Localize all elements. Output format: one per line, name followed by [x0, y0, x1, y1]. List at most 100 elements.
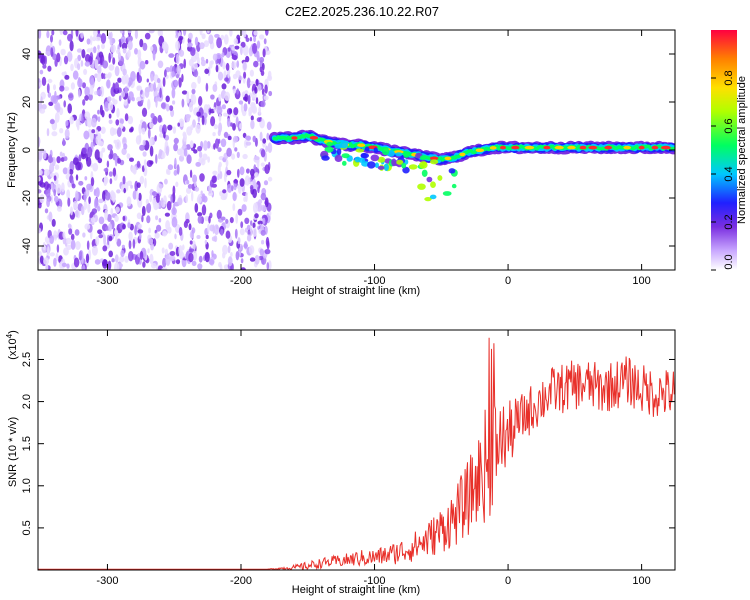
signal-hotspot [511, 145, 520, 150]
noise-blob [127, 115, 134, 125]
signal-scatter-blob [355, 148, 365, 153]
signal-scatter-blob [430, 159, 439, 165]
noise-blob [112, 193, 116, 203]
signal-scatter-blob [391, 158, 397, 167]
noise-blob [156, 97, 163, 102]
spectrogram-y-label: Frequency (Hz) [6, 112, 18, 188]
noise-blob [119, 256, 125, 263]
noise-blob [203, 40, 210, 48]
noise-blob [221, 216, 226, 221]
noise-blob [219, 190, 224, 197]
noise-blob [119, 118, 124, 125]
noise-blob [216, 37, 223, 49]
noise-blob [138, 123, 142, 135]
noise-blob [67, 223, 72, 229]
noise-blob [167, 164, 174, 171]
noise-blob [149, 160, 154, 165]
noise-blob [139, 175, 145, 185]
noise-blob [97, 157, 103, 164]
noise-blob [175, 40, 181, 51]
noise-blob [198, 151, 203, 159]
noise-blob [61, 71, 67, 76]
signal-hotspot [604, 145, 613, 150]
signal-hotspot [309, 136, 319, 140]
noise-blob [145, 198, 149, 205]
noise-blob [47, 78, 53, 84]
noise-blob [183, 58, 186, 69]
colorbar-label: Normalized spectral amplitude [736, 76, 748, 224]
noise-blob [86, 117, 93, 128]
noise-blob [114, 215, 119, 222]
signal-scatter-blob [334, 143, 343, 149]
signal-scatter-blob [370, 154, 380, 162]
noise-blob [201, 204, 207, 216]
noise-blob [150, 73, 154, 82]
noise-blob [165, 145, 170, 157]
noise-blob [249, 69, 254, 77]
noise-blob [145, 60, 149, 65]
noise-blob [141, 214, 144, 223]
noise-blob [261, 88, 265, 96]
noise-blob [260, 100, 266, 108]
x-tick-label: -100 [364, 275, 386, 287]
noise-blob [114, 254, 119, 263]
noise-blob [84, 111, 91, 120]
noise-blob [154, 135, 157, 142]
noise-blob [120, 35, 126, 44]
noise-blob [159, 87, 162, 98]
noise-blob [172, 126, 177, 134]
noise-blob [63, 100, 66, 108]
noise-blob [198, 255, 203, 263]
noise-blob [146, 78, 149, 83]
noise-blob [107, 73, 112, 79]
noise-blob [221, 104, 226, 110]
noise-blob [229, 30, 233, 37]
noise-blob [151, 44, 158, 55]
x-tick-label: -300 [96, 275, 118, 287]
noise-blob [175, 181, 179, 188]
noise-blob [141, 205, 146, 217]
noise-blob [177, 197, 183, 206]
noise-blob [252, 42, 258, 54]
noise-blob [229, 108, 233, 114]
noise-blob [200, 190, 203, 196]
noise-blob [174, 157, 177, 169]
noise-blob [97, 109, 100, 115]
noise-blob [162, 230, 168, 237]
noise-blob [154, 232, 160, 239]
signal-scatter-blob [373, 147, 378, 153]
noise-blob [187, 42, 193, 48]
noise-blob [227, 135, 232, 141]
noise-blob [233, 135, 238, 143]
noise-blob [114, 156, 118, 167]
noise-blob [84, 86, 90, 97]
noise-blob [113, 139, 117, 144]
noise-blob [49, 252, 55, 257]
noise-blob [230, 252, 233, 257]
signal-scatter-blob [358, 157, 366, 163]
colorbar-ticks: 0.0 0.2 0.4 0.6 0.8 [711, 70, 735, 271]
noise-blob [263, 95, 269, 101]
noise-blob [147, 237, 154, 245]
noise-blob [154, 203, 160, 209]
noise-blob [64, 74, 70, 80]
noise-blob [218, 161, 222, 168]
noise-blob [46, 83, 50, 94]
noise-blob [242, 153, 248, 160]
noise-blob [91, 36, 97, 42]
signal-scatter-blob [429, 194, 437, 200]
noise-blob [215, 64, 219, 73]
noise-blob [259, 131, 263, 142]
noise-blob [196, 196, 202, 204]
noise-blob [143, 159, 147, 170]
noise-blob [168, 242, 174, 250]
noise-blob [177, 122, 180, 127]
noise-blob [220, 228, 224, 236]
noise-blob [219, 171, 223, 180]
noise-blob [267, 142, 273, 153]
noise-blob [223, 131, 229, 138]
noise-blob [266, 132, 270, 141]
noise-blob [265, 236, 270, 247]
noise-blob [250, 220, 253, 227]
